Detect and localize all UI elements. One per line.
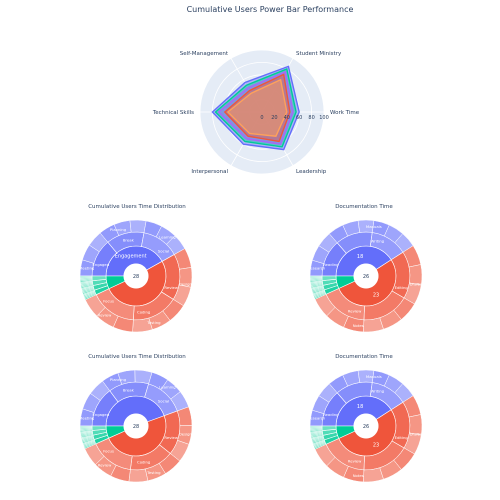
ring2-label: Reading (323, 262, 339, 267)
ring2-label: Social (158, 399, 169, 404)
ring3-segment (79, 425, 93, 428)
ring3-segment (129, 219, 147, 234)
ring1-label: 23 (373, 292, 379, 298)
ring3-segment (309, 425, 323, 428)
ring2-label: Engaged (92, 262, 109, 267)
ring1-label: Engagement (115, 254, 147, 260)
radar-series-4 (226, 78, 288, 137)
radial-tick-label: 100 (319, 115, 329, 121)
ring3-label: Notes (353, 473, 364, 478)
ring3-label: Manuals (366, 374, 382, 379)
ring3-label: Drafts (410, 281, 422, 286)
ring2-label: Review (348, 459, 362, 464)
ring2-label: Focus (103, 298, 114, 303)
radial-tick-label: 80 (308, 115, 314, 121)
ring2-label: Reading (323, 412, 339, 417)
axis-label-self-management: Self-Management (180, 51, 229, 57)
ring2-label: Coding (137, 460, 151, 465)
sunburst-title: Cumulative Users Time Distribution (88, 204, 186, 210)
ring2-label: Editing (395, 435, 409, 440)
sunburst-center-label: 26 (363, 424, 369, 430)
ring3-label: Meeting (79, 266, 95, 271)
radial-tick-label: 40 (284, 115, 290, 121)
ring3-label: Manuals (366, 224, 382, 229)
ring3-segment (363, 317, 384, 333)
ring2-label: Editing (395, 285, 409, 290)
sunburst-center (123, 413, 149, 439)
sunburst-top-left: Cumulative Users Time Distribution Engage… (79, 204, 193, 333)
ring3-label: Notes (353, 323, 364, 328)
radar-series-0 (211, 65, 300, 151)
ring2-label: Break (123, 387, 135, 392)
ring2-label: Focus (103, 448, 114, 453)
sunburst-title: Cumulative Users Time Distribution (88, 354, 186, 360)
ring1-label: 18 (357, 254, 363, 260)
sunburst-center (123, 263, 149, 289)
ring3-label: Design (179, 281, 193, 286)
ring3-label: Design (179, 431, 193, 436)
sunburst-center-label: 26 (363, 274, 369, 280)
ring3-label: Learning (159, 385, 176, 390)
radial-tick-label: 0 (260, 115, 263, 121)
ring2-label: Review (348, 309, 362, 314)
ring1-label: 23 (373, 442, 379, 448)
ring3-label: Review (98, 312, 112, 317)
ring3-label: Research (308, 416, 326, 421)
ring2-label: Review (164, 435, 178, 440)
ring2-label: Writing (371, 238, 385, 243)
sunburst-title: Documentation Time (335, 354, 393, 360)
radial-tick-label: 60 (296, 115, 302, 121)
sunburst-bottom-right: Documentation Time 18 23 26 Research Manuals D… (308, 354, 423, 483)
ring2-label: Coding (137, 310, 151, 315)
ring3-label: Meeting (79, 416, 95, 421)
sunburst-title: Documentation Time (335, 204, 393, 210)
ring3-label: Learning (159, 235, 176, 240)
ring3-label: Research (308, 266, 326, 271)
sunburst-center-label: 28 (133, 424, 139, 430)
ring3-label: Review (98, 462, 112, 467)
angular-gridline (261, 111, 294, 166)
ring3-label: Planning (110, 227, 127, 232)
ring3-label: Drafts (410, 431, 422, 436)
ring2-label: Writing (371, 388, 385, 393)
axis-label-interpersonal: Interpersonal (191, 169, 228, 175)
ring3-label: Planning (110, 377, 127, 382)
radial-tick-label: 20 (271, 115, 277, 121)
ring2-label: Engaged (92, 412, 109, 417)
ring2-label: Social (158, 249, 169, 254)
axis-label-technical-skills: Technical Skills (152, 110, 194, 116)
ring2-label: Review (164, 285, 178, 290)
page-title: Cumulative Users Power Bar Performance (187, 5, 354, 14)
axis-label-leadership: Leadership (296, 169, 327, 175)
ring3-segment (79, 275, 93, 278)
ring3-segment (128, 468, 149, 483)
ring3-segment (363, 467, 384, 483)
sunburst-center (353, 413, 379, 439)
ring3-label: Testing (146, 320, 161, 325)
sunburst-bottom-left: Cumulative Users Time Distribution 28 Meet… (79, 354, 193, 483)
ring3-label: Testing (146, 470, 161, 475)
axis-label-work-time: Work Time (330, 110, 360, 116)
ring1-label: 18 (357, 404, 363, 410)
radar-series-2 (217, 70, 294, 145)
sunburst-center (353, 263, 379, 289)
sunburst-top-right: Documentation Time 18 23 26 Research Manuals D… (308, 204, 423, 333)
ring3-segment (309, 275, 323, 278)
ring2-label: Break (123, 237, 135, 242)
axis-label-student-ministry: Student Ministry (296, 51, 342, 57)
sunburst-center-label: 28 (133, 274, 139, 280)
